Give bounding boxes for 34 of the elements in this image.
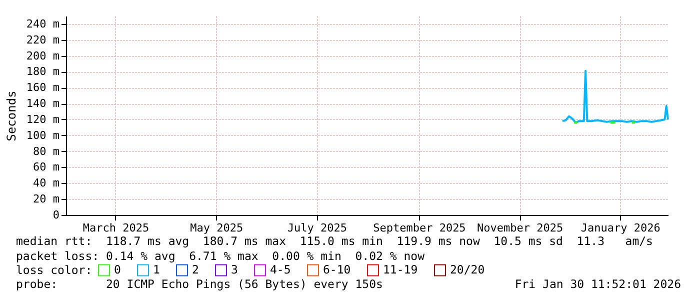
y-tick-label: 100 m bbox=[26, 128, 60, 142]
x-tick-label: March 2025 bbox=[82, 222, 150, 234]
x-tick-label: May 2025 bbox=[190, 222, 244, 234]
x-tick-label: July 2025 bbox=[287, 222, 347, 234]
y-tick-label: 220 m bbox=[26, 33, 60, 46]
legend-label: 11-19 bbox=[383, 262, 418, 276]
legend-label: 20/20 bbox=[450, 262, 485, 276]
line-series bbox=[561, 70, 669, 124]
y-tick-label: 180 m bbox=[26, 65, 60, 78]
legend-label: 4-5 bbox=[270, 262, 291, 276]
text: packet loss: 0.14 % avg 6.71 % max 0.00 % min 0.02 % now bbox=[16, 249, 424, 263]
y-tick-label: 240 m bbox=[26, 17, 60, 30]
text: Fri Jan 30 11:52:01 2026 bbox=[514, 277, 681, 291]
legend-label: 1 bbox=[153, 262, 160, 276]
legend-label: 3 bbox=[231, 262, 238, 276]
y-tick-label: 80 m bbox=[33, 144, 60, 158]
x-tick-label: September 2025 bbox=[373, 222, 466, 234]
text: probe: 20 ICMP Echo Pings (56 Bytes) every 150s bbox=[16, 277, 383, 291]
y-tick-label: 20 m bbox=[33, 192, 60, 206]
y-tick-label: 40 m bbox=[33, 176, 60, 190]
y-tick-label: 120 m bbox=[26, 112, 60, 126]
y-tick-label: 160 m bbox=[26, 81, 60, 94]
y-axis-title: Seconds bbox=[4, 90, 18, 142]
y-tick-label: 200 m bbox=[26, 49, 60, 62]
text: median rtt: 118.7 ms avg 180.7 ms max 115.0 ms min 119.9 ms now 10.5 ms sd 11.3 am/s bbox=[16, 234, 653, 248]
legend-label: 6-10 bbox=[323, 262, 351, 276]
legend-title: loss color: bbox=[16, 263, 92, 277]
x-tick-label: November 2025 bbox=[477, 222, 564, 234]
legend-label: 0 bbox=[114, 262, 121, 276]
y-tick-label: 140 m bbox=[26, 97, 60, 110]
legend-label: 2 bbox=[192, 262, 199, 276]
y-tick-label: 60 m bbox=[33, 160, 60, 174]
y-tick-label: 0 bbox=[52, 208, 60, 222]
x-tick-label: January 2026 bbox=[580, 222, 660, 234]
